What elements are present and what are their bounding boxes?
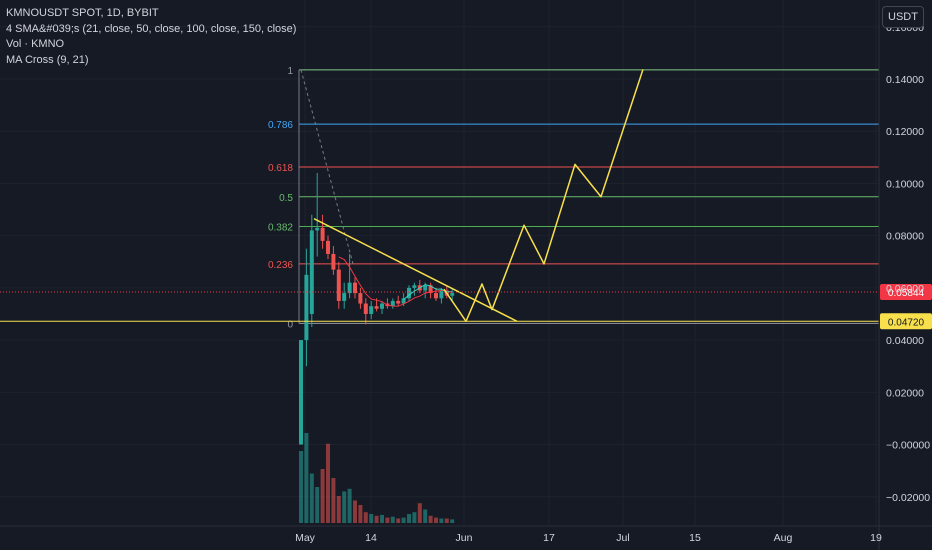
current-price-label: 0.05844 [888, 288, 925, 299]
current-price-badge [880, 283, 932, 300]
fib-level-label: 0 [287, 319, 293, 330]
candle-body [336, 269, 341, 301]
candle-body [353, 282, 357, 294]
candle-body [369, 306, 374, 314]
candle-body [304, 274, 309, 341]
volume-bar [304, 433, 309, 523]
price-tick-label: 0.02000 [886, 387, 924, 399]
fib-retracement: 1 0.786 0.618 0.5 0.382 0.236 0 [268, 66, 879, 330]
volume-bar [390, 516, 395, 523]
price-tick-label: −0.00000 [886, 440, 930, 452]
triangle-upper-trendline [313, 218, 518, 322]
volume-bar [315, 487, 320, 523]
candle-body [428, 285, 433, 294]
volume-bar [363, 512, 368, 523]
volume-bar [434, 517, 438, 523]
candle-body [439, 290, 444, 299]
volume-bar [331, 478, 336, 523]
price-tick-label: 0.08000 [886, 231, 924, 243]
candle-body [380, 303, 384, 309]
time-tick-label: 19 [870, 532, 882, 544]
time-tick-label: 14 [365, 532, 377, 544]
candle-body [331, 253, 336, 270]
volume-bar [358, 505, 363, 523]
sma-line [338, 256, 453, 307]
candle-body [450, 293, 455, 296]
volume-bar [428, 515, 433, 523]
chart-grid [0, 0, 879, 526]
price-tick-label: 0.06000 [886, 283, 924, 295]
volume-bar [444, 518, 449, 523]
volume-bar [347, 488, 352, 523]
volume-bar [396, 518, 401, 523]
candle-body [315, 227, 320, 231]
horizontal-line-badge [880, 313, 932, 330]
chart-legend: KMNOUSDT SPOT, 1D, BYBIT 4 SMA&#039;s (2… [6, 6, 296, 68]
ma-cross-indicator[interactable]: MA Cross (9, 21) [6, 53, 89, 66]
candlesticks [299, 172, 455, 445]
time-tick-label: Aug [774, 532, 793, 544]
volume-bar [417, 503, 422, 523]
time-tick-label: Jul [616, 532, 629, 544]
price-tick-label: 0.14000 [886, 74, 924, 86]
volume-bar [380, 514, 384, 523]
candle-body [374, 306, 379, 309]
candle-body [347, 282, 352, 294]
overlays: 0.05844 0.04720 [0, 69, 932, 330]
candle-body [342, 293, 347, 301]
price-tick-label: −0.02000 [886, 492, 930, 504]
fib-level-label: 0.786 [268, 120, 293, 131]
volume-bar [439, 518, 444, 523]
volume-bar [385, 517, 390, 523]
candle-body [309, 230, 314, 314]
volume-bar [407, 514, 411, 523]
currency-button[interactable]: USDT [882, 6, 924, 28]
fib-level-label: 0.236 [268, 260, 293, 271]
fib-level-label: 1 [287, 66, 293, 77]
volume-bar [326, 443, 330, 523]
symbol-title[interactable]: KMNOUSDT SPOT, 1D, BYBIT [6, 7, 159, 19]
volume-bars [299, 433, 455, 523]
volume-bar [450, 519, 455, 523]
projection-path [443, 69, 644, 323]
candle-body [396, 300, 401, 304]
price-tick-label: 0.12000 [886, 126, 924, 138]
sma-indicator[interactable]: 4 SMA&#039;s (21, close, 50, close, 100,… [6, 22, 297, 35]
volume-bar [412, 512, 417, 523]
time-tick-label: 17 [543, 532, 555, 544]
volume-bar [309, 473, 314, 523]
volume-bar [423, 509, 428, 523]
volume-bar [336, 496, 341, 523]
candle-body [401, 298, 406, 304]
volume-indicator[interactable]: Vol · KMNO [6, 38, 65, 50]
horizontal-line-label: 0.04720 [888, 317, 925, 328]
candle-body [358, 293, 363, 304]
volume-bar [401, 517, 406, 523]
candle-body [423, 285, 428, 291]
fib-level-label: 0.382 [268, 223, 293, 234]
time-tick-label: 15 [689, 532, 701, 544]
time-tick-label: Jun [456, 532, 473, 544]
volume-bar [374, 515, 379, 523]
candle-body [326, 240, 330, 254]
volume-bar [353, 500, 357, 523]
candle-body [412, 285, 417, 288]
volume-bar [369, 514, 374, 523]
time-tick-label: May [295, 532, 316, 544]
fib-level-label: 0.618 [268, 163, 293, 174]
price-tick-label: 0.04000 [886, 335, 924, 347]
candle-body [407, 287, 411, 299]
volume-bar [320, 469, 325, 523]
volume-bar [342, 491, 347, 523]
candle-body [320, 227, 325, 241]
price-tick-label: 0.10000 [886, 178, 924, 190]
candle-body [434, 293, 438, 299]
candle-body [299, 340, 303, 445]
volume-bar [299, 451, 303, 523]
fib-level-label: 0.5 [279, 193, 293, 204]
candle-body [390, 300, 395, 307]
candle-body [363, 303, 368, 314]
